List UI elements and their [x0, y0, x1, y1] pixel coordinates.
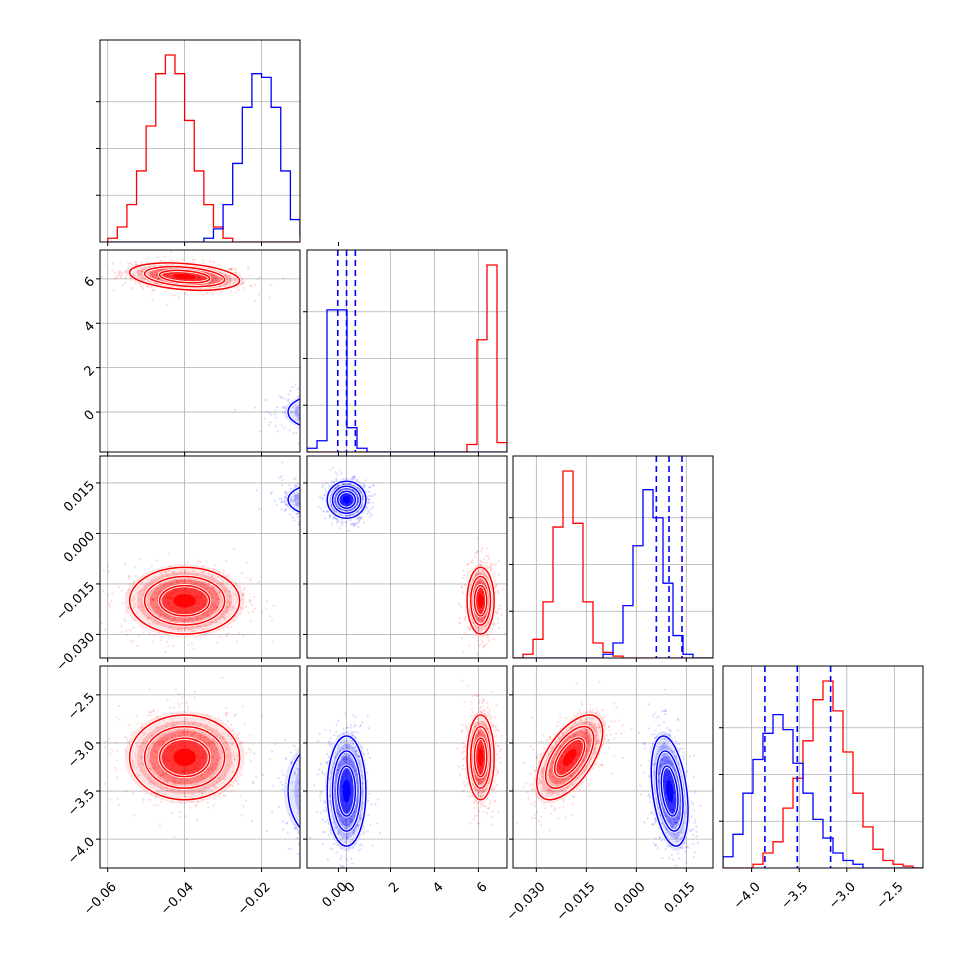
panel-1-1	[303, 250, 507, 456]
contour-blue-2	[313, 403, 355, 421]
xtick-label-2-3: 0.015	[662, 880, 699, 917]
density-blue-4	[343, 496, 351, 504]
density-red-4	[173, 749, 196, 766]
ytick-label-2-1: −0.015	[53, 579, 98, 624]
ytick-label-1-2: 4	[82, 319, 98, 335]
xtick-label-0-0: −0.06	[81, 880, 120, 919]
xtick-label-0-1: −0.04	[158, 880, 197, 919]
panel-1-0: 0 2 4 6	[75, 250, 414, 456]
panel-0-0	[96, 40, 345, 246]
density-blue-4	[343, 780, 351, 803]
panel-frame	[100, 40, 300, 242]
xtick-label-2-1: −0.015	[554, 880, 599, 925]
panel-2-2	[509, 456, 713, 662]
ytick-label-1-3: 6	[82, 274, 98, 290]
density-blue-4	[325, 408, 344, 416]
hist-blue-0	[108, 74, 310, 242]
panel-3-2: −0.030−0.015 0.000 0.015	[504, 666, 713, 924]
ytick-label-2-0: −0.030	[53, 630, 98, 675]
density-red-4	[478, 594, 484, 608]
ytick-label-3-1: −3.5	[65, 786, 98, 819]
xtick-label-2-0: −0.030	[504, 880, 549, 925]
density-red-4	[478, 749, 484, 766]
density-red-4	[173, 594, 196, 608]
contour-blue-1	[301, 398, 369, 426]
density-blue-1	[294, 395, 374, 429]
ytick-label-1-1: 2	[82, 363, 98, 379]
scatter-blue	[234, 379, 414, 448]
xtick-label-1-2: 4	[430, 880, 446, 896]
xtick-label-3-3: −2.5	[874, 880, 907, 913]
xtick-label-0-2: −0.02	[235, 880, 274, 919]
panel-2-0: −0.030 −0.015 0.000 0.015	[53, 456, 423, 674]
xtick-label-3-2: −3.0	[826, 880, 859, 913]
xtick-label-3-0: −4.0	[731, 880, 764, 913]
xtick-label-1-1: 2	[386, 880, 402, 896]
hist-blue-3	[723, 715, 923, 868]
xtick-label-2-2: 0.000	[612, 880, 649, 917]
xtick-label-3-1: −3.5	[778, 880, 811, 913]
xtick-label-1-3: 6	[474, 880, 490, 896]
ytick-label-1-0: 0	[82, 407, 98, 423]
ytick-label-2-3: 0.015	[61, 478, 98, 515]
ytick-label-3-2: −3.0	[65, 738, 98, 771]
ytick-label-3-3: −2.5	[65, 690, 98, 723]
panel-3-3: −4.0 −3.5 −3.0 −2.5	[719, 666, 923, 913]
contour-blue-0	[288, 393, 381, 432]
ytick-label-2-2: 0.000	[61, 529, 98, 566]
density-blue-3	[316, 404, 354, 420]
ytick-label-3-0: −4.0	[65, 835, 98, 868]
panel-2-1	[303, 456, 515, 662]
